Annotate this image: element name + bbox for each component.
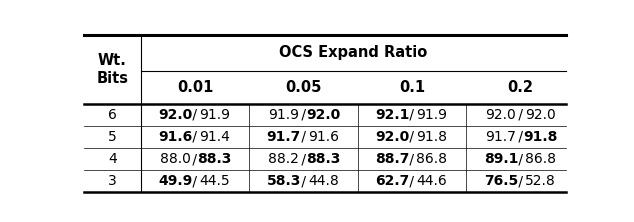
Text: 92.0: 92.0	[486, 108, 516, 122]
Text: /: /	[406, 130, 419, 144]
Text: 86.8: 86.8	[525, 152, 556, 166]
Text: 92.0: 92.0	[375, 130, 410, 144]
Text: 92.1: 92.1	[375, 108, 410, 122]
Text: 76.5: 76.5	[484, 174, 518, 188]
Text: Wt.
Bits: Wt. Bits	[96, 53, 129, 85]
Text: /: /	[297, 174, 310, 188]
Text: /: /	[406, 108, 419, 122]
Text: 88.2: 88.2	[268, 152, 299, 166]
Text: 0.05: 0.05	[285, 80, 321, 95]
Text: 5: 5	[108, 130, 117, 144]
Text: /: /	[297, 108, 310, 122]
Text: 92.0: 92.0	[158, 108, 192, 122]
Text: 88.3: 88.3	[306, 152, 340, 166]
Text: /: /	[188, 174, 202, 188]
Text: 86.8: 86.8	[417, 152, 448, 166]
Text: 0.01: 0.01	[177, 80, 213, 95]
Text: 44.6: 44.6	[417, 174, 448, 188]
Text: 91.9: 91.9	[199, 108, 230, 122]
Text: 44.5: 44.5	[200, 174, 230, 188]
Text: /: /	[188, 130, 202, 144]
Text: 91.8: 91.8	[417, 130, 448, 144]
Text: 91.6: 91.6	[158, 130, 192, 144]
Text: 91.9: 91.9	[417, 108, 448, 122]
Text: 91.8: 91.8	[523, 130, 558, 144]
Text: /: /	[514, 108, 527, 122]
Text: 92.0: 92.0	[306, 108, 340, 122]
Text: /: /	[514, 174, 527, 188]
Text: 92.0: 92.0	[525, 108, 556, 122]
Text: 6: 6	[108, 108, 117, 122]
Text: 89.1: 89.1	[484, 152, 518, 166]
Text: 4: 4	[108, 152, 117, 166]
Text: OCS Expand Ratio: OCS Expand Ratio	[279, 46, 427, 60]
Text: 58.3: 58.3	[266, 174, 301, 188]
Text: /: /	[514, 152, 527, 166]
Text: 52.8: 52.8	[525, 174, 556, 188]
Text: 91.6: 91.6	[308, 130, 339, 144]
Text: 88.0: 88.0	[160, 152, 191, 166]
Text: 88.7: 88.7	[375, 152, 410, 166]
Text: 49.9: 49.9	[158, 174, 192, 188]
Text: 62.7: 62.7	[375, 174, 410, 188]
Text: /: /	[406, 152, 419, 166]
Text: /: /	[188, 108, 202, 122]
Text: 3: 3	[108, 174, 117, 188]
Text: 91.9: 91.9	[268, 108, 299, 122]
Text: /: /	[297, 130, 310, 144]
Text: 44.8: 44.8	[308, 174, 339, 188]
Text: 91.4: 91.4	[199, 130, 230, 144]
Text: /: /	[406, 174, 419, 188]
Text: 0.1: 0.1	[399, 80, 425, 95]
Text: /: /	[188, 152, 202, 166]
Text: 91.7: 91.7	[486, 130, 516, 144]
Text: 88.3: 88.3	[198, 152, 232, 166]
Text: /: /	[514, 130, 527, 144]
Text: 91.7: 91.7	[267, 130, 301, 144]
Text: /: /	[297, 152, 310, 166]
Text: 0.2: 0.2	[508, 80, 534, 95]
